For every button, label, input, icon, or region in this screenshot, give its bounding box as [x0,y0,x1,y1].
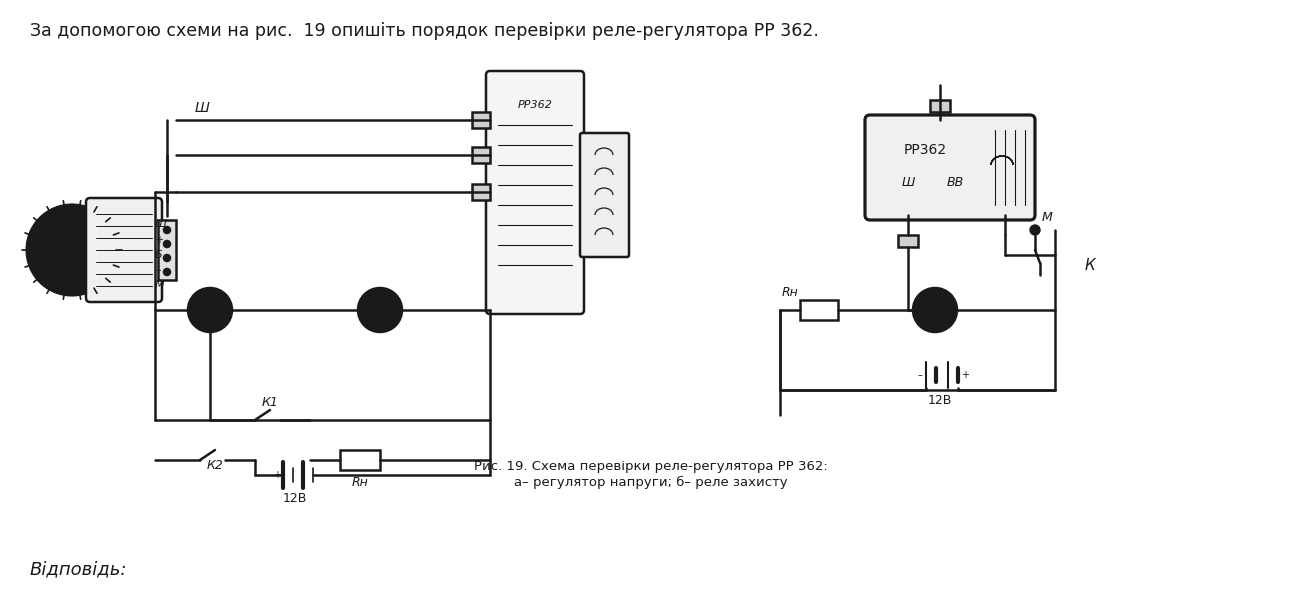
Text: Б: Б [155,250,163,260]
Circle shape [164,269,171,275]
Bar [473,147,490,163]
Text: За допомогою схеми на рис.  19 опишіть порядок перевірки реле-регулятора РР 362.: За допомогою схеми на рис. 19 опишіть по… [30,22,819,40]
Text: 12В: 12В [283,491,307,505]
Circle shape [164,227,171,233]
Text: ВВ: ВВ [947,176,963,189]
Circle shape [164,241,171,247]
Text: РР362: РР362 [904,143,947,157]
Text: 12В: 12В [928,393,952,406]
Circle shape [49,228,94,272]
Bar [898,235,918,247]
Bar [473,112,490,128]
Bar [799,300,838,320]
Text: –: – [318,470,323,480]
FancyBboxPatch shape [579,133,629,257]
Text: Ш: Ш [901,176,915,189]
Bar [340,450,380,470]
Bar [473,184,490,200]
Text: Ш: Ш [195,101,210,115]
Text: К2: К2 [207,459,224,471]
Circle shape [34,212,109,288]
Circle shape [187,288,232,332]
Text: +: + [155,235,163,245]
Text: Rн: Rн [781,286,798,299]
Text: +: + [961,370,969,380]
FancyBboxPatch shape [865,115,1035,220]
Circle shape [358,288,402,332]
Text: РР362: РР362 [518,100,552,110]
Text: М: М [1042,211,1052,224]
Text: М: М [155,280,164,290]
Text: рV: рV [372,303,388,317]
Text: рА: рА [202,303,219,317]
Circle shape [585,214,600,230]
Text: РА: РА [927,303,943,317]
Text: К1: К1 [262,396,279,409]
Text: Rн: Rн [352,475,368,488]
Circle shape [164,255,171,261]
Circle shape [42,220,102,280]
Bar [158,220,176,280]
Text: –: – [155,265,160,275]
Circle shape [26,204,118,296]
Circle shape [1030,225,1040,235]
Bar [930,100,950,112]
FancyBboxPatch shape [486,71,585,314]
Text: Рис. 19. Схема перевірки реле-регулятора РР 362:: Рис. 19. Схема перевірки реле-регулятора… [474,460,828,473]
Circle shape [589,219,595,225]
Text: Відповідь:: Відповідь: [30,560,128,578]
Text: а– регулятор напруги; б– реле захисту: а– регулятор напруги; б– реле захисту [514,476,788,489]
Text: К: К [1085,258,1095,273]
Text: +: + [273,470,281,480]
Text: Ш: Ш [155,219,167,229]
Text: –: – [918,370,922,380]
FancyBboxPatch shape [86,198,161,302]
Circle shape [913,288,957,332]
